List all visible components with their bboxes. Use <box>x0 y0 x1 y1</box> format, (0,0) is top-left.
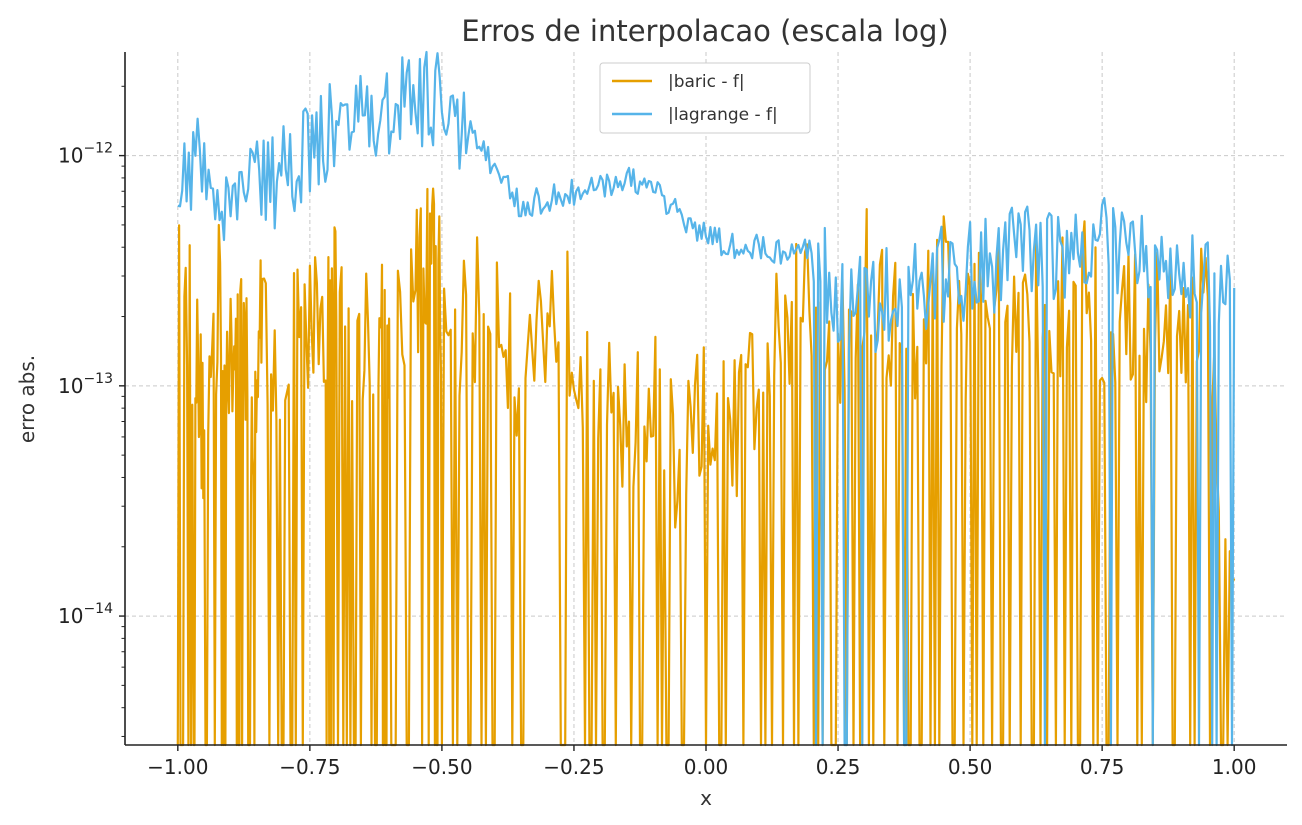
plot-area <box>176 50 1236 747</box>
x-tick-label: −0.25 <box>543 755 604 779</box>
y-tick-label: 10−13 <box>58 371 113 398</box>
legend-label-lagrange: |lagrange - f| <box>668 105 778 125</box>
legend: |baric - f| |lagrange - f| <box>599 62 811 134</box>
chart-title: Erros de interpolacao (escala log) <box>461 14 948 48</box>
legend-frame <box>599 62 811 134</box>
y-tick-label: 10−12 <box>58 141 113 168</box>
x-tick-label: 0.75 <box>1080 755 1125 779</box>
y-axis-label: erro abs. <box>15 355 39 443</box>
x-tick-label: −0.50 <box>411 755 472 779</box>
x-tick-label: 0.25 <box>816 755 861 779</box>
x-tick-label: −0.75 <box>279 755 340 779</box>
x-tick-label: −1.00 <box>147 755 208 779</box>
series-line-baric <box>176 187 1236 747</box>
x-tick-label: 0.50 <box>948 755 993 779</box>
x-tick-label: 1.00 <box>1212 755 1257 779</box>
series-line-lagrange <box>177 50 1236 747</box>
ticks: −1.00 −0.75 −0.50 −0.25 0.00 0.25 0.50 0.75 1.00… <box>58 85 1257 779</box>
legend-label-baric: |baric - f| <box>668 72 745 92</box>
x-axis-label: x <box>700 786 712 810</box>
x-tick-label: 0.00 <box>684 755 729 779</box>
y-tick-label: 10−14 <box>58 601 113 628</box>
